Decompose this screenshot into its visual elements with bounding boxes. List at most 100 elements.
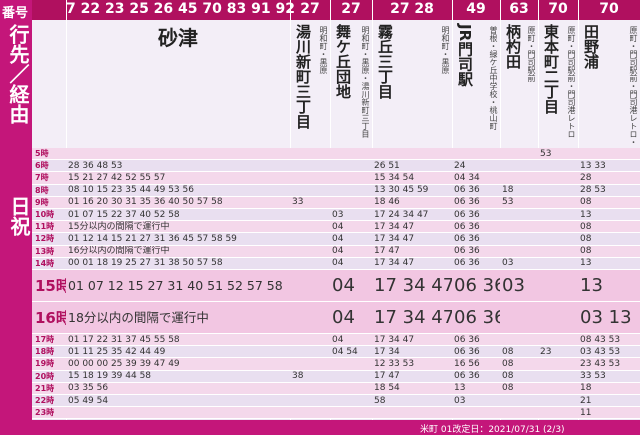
departure-times: 08 bbox=[580, 233, 592, 244]
hour-row bbox=[32, 358, 640, 371]
departure-times: 04 bbox=[332, 275, 355, 296]
departure-times: 21 bbox=[580, 395, 592, 406]
departure-times: 08 bbox=[502, 371, 514, 382]
departure-times: 13 bbox=[580, 275, 603, 296]
departure-times: 08 bbox=[502, 358, 514, 369]
departure-times: 33 bbox=[292, 197, 304, 208]
departure-times: 18 46 bbox=[374, 197, 400, 208]
departure-times: 03 bbox=[332, 209, 344, 220]
departure-times: 03 13 bbox=[580, 307, 632, 328]
hour-row bbox=[32, 233, 640, 246]
departure-times: 13 bbox=[580, 258, 592, 269]
destination: 東本町二丁目 bbox=[542, 24, 560, 114]
departure-times: 08 bbox=[580, 246, 592, 257]
departure-times: 13 bbox=[454, 383, 466, 394]
destination: 砂津 bbox=[158, 26, 198, 50]
departure-times: 04 bbox=[332, 307, 355, 328]
departure-times: 03 35 56 bbox=[68, 383, 109, 394]
departure-times: 04 34 bbox=[454, 172, 480, 183]
departure-times: 15 34 54 bbox=[374, 172, 415, 183]
departure-times: 18 bbox=[502, 185, 514, 196]
departure-times: 17 34 47 bbox=[374, 307, 452, 328]
departure-times: 17 34 bbox=[374, 346, 400, 357]
route-numbers: 63 bbox=[509, 1, 529, 17]
hour-label: 20時 bbox=[35, 371, 55, 381]
hour-row bbox=[32, 395, 640, 408]
departure-times: 18 54 bbox=[374, 383, 400, 394]
departure-times: 04 bbox=[332, 246, 344, 257]
route-numbers: 49 bbox=[466, 1, 486, 17]
via: 原町・門司駅前・門司港レトロ・海岸 bbox=[629, 26, 638, 146]
departure-times: 04 bbox=[332, 258, 344, 269]
hour-label: 9時 bbox=[35, 197, 49, 207]
destination: 田野浦 bbox=[582, 24, 600, 69]
footer-text: 米町 01改定日：2021/07/31 (2/3) bbox=[420, 425, 565, 435]
via: 明和町・黒原 bbox=[441, 26, 450, 74]
departure-times: 08 10 15 23 35 44 49 53 56 bbox=[68, 185, 194, 196]
departure-times: 01 16 20 30 31 35 36 40 50 57 58 bbox=[68, 197, 223, 208]
departure-times: 01 17 22 31 37 45 55 58 bbox=[68, 334, 180, 345]
via: 明和町・黒原・湯川新町三丁目 bbox=[361, 26, 370, 138]
side-band bbox=[0, 0, 32, 435]
day-label: 日祝 bbox=[7, 196, 31, 236]
route-numbers: 70 bbox=[599, 1, 619, 17]
departure-times: 03 bbox=[454, 395, 466, 406]
hour-row bbox=[32, 370, 640, 383]
hour-row bbox=[32, 382, 640, 395]
departure-times: 01 12 14 15 21 27 31 36 45 57 58 59 bbox=[68, 233, 237, 244]
departure-times: 08 43 53 bbox=[580, 334, 621, 345]
departure-times: 13 33 bbox=[580, 160, 606, 171]
departure-times: 04 bbox=[332, 233, 344, 244]
hour-row bbox=[32, 184, 640, 197]
departure-times: 06 36 bbox=[454, 346, 480, 357]
hour-row bbox=[32, 172, 640, 185]
departure-times: 08 bbox=[502, 383, 514, 394]
header-band bbox=[0, 0, 640, 20]
hour-label: 8時 bbox=[35, 185, 49, 195]
hour-label: 5時 bbox=[35, 149, 49, 159]
departure-times: 58 bbox=[374, 395, 386, 406]
hour-row bbox=[32, 302, 640, 334]
hour-row bbox=[32, 346, 640, 359]
destination: 舞ケ丘団地 bbox=[334, 24, 352, 99]
hour-label: 14時 bbox=[35, 258, 55, 268]
hour-row bbox=[32, 209, 640, 222]
hour-row bbox=[32, 270, 640, 302]
departure-times: 23 bbox=[540, 346, 552, 357]
departure-times: 13 bbox=[580, 209, 592, 220]
route-numbers: 7 22 23 25 26 45 70 83 91 92 bbox=[66, 1, 295, 17]
departure-times: 15 18 19 39 44 58 bbox=[68, 371, 152, 382]
departure-times: 08 bbox=[580, 197, 592, 208]
departure-times: 53 bbox=[502, 197, 514, 208]
departure-times: 06 36 bbox=[454, 246, 480, 257]
departure-times: 17 34 47 bbox=[374, 221, 415, 232]
via: 原町・門司駅前・門司港レトロ bbox=[567, 26, 576, 138]
departure-times: 03 bbox=[502, 275, 525, 296]
hour-label: 21時 bbox=[35, 383, 55, 393]
departure-times: 01 07 15 22 37 40 52 58 bbox=[68, 209, 180, 220]
departure-times: 08 bbox=[580, 221, 592, 232]
hour-row bbox=[32, 334, 640, 347]
departure-times: 04 bbox=[332, 221, 344, 232]
departure-times: 18 bbox=[580, 383, 592, 394]
departure-times: 08 bbox=[502, 346, 514, 357]
departure-times: 33 53 bbox=[580, 371, 606, 382]
hour-label: 17時 bbox=[35, 335, 55, 345]
via: 明和町・黒原 bbox=[319, 26, 328, 74]
hour-row bbox=[32, 221, 640, 234]
departure-times: 17 34 47 bbox=[374, 233, 415, 244]
hour-label: 16時 bbox=[35, 308, 66, 327]
route-numbers: 27 bbox=[341, 1, 361, 17]
departure-times: 28 36 48 53 bbox=[68, 160, 123, 171]
route-numbers: 27 28 bbox=[390, 1, 434, 17]
departure-times: 06 36 bbox=[454, 307, 500, 328]
departure-times: 01 11 25 35 42 44 49 bbox=[68, 346, 166, 357]
departure-times: 05 49 54 bbox=[68, 395, 109, 406]
departure-times: 03 bbox=[502, 258, 514, 269]
departure-times: 06 36 bbox=[454, 233, 480, 244]
route-numbers: 27 bbox=[300, 1, 320, 17]
destination: 柄杓田 bbox=[504, 24, 522, 69]
number-label: 番号 bbox=[2, 6, 29, 21]
departure-times: 11 bbox=[580, 407, 592, 418]
